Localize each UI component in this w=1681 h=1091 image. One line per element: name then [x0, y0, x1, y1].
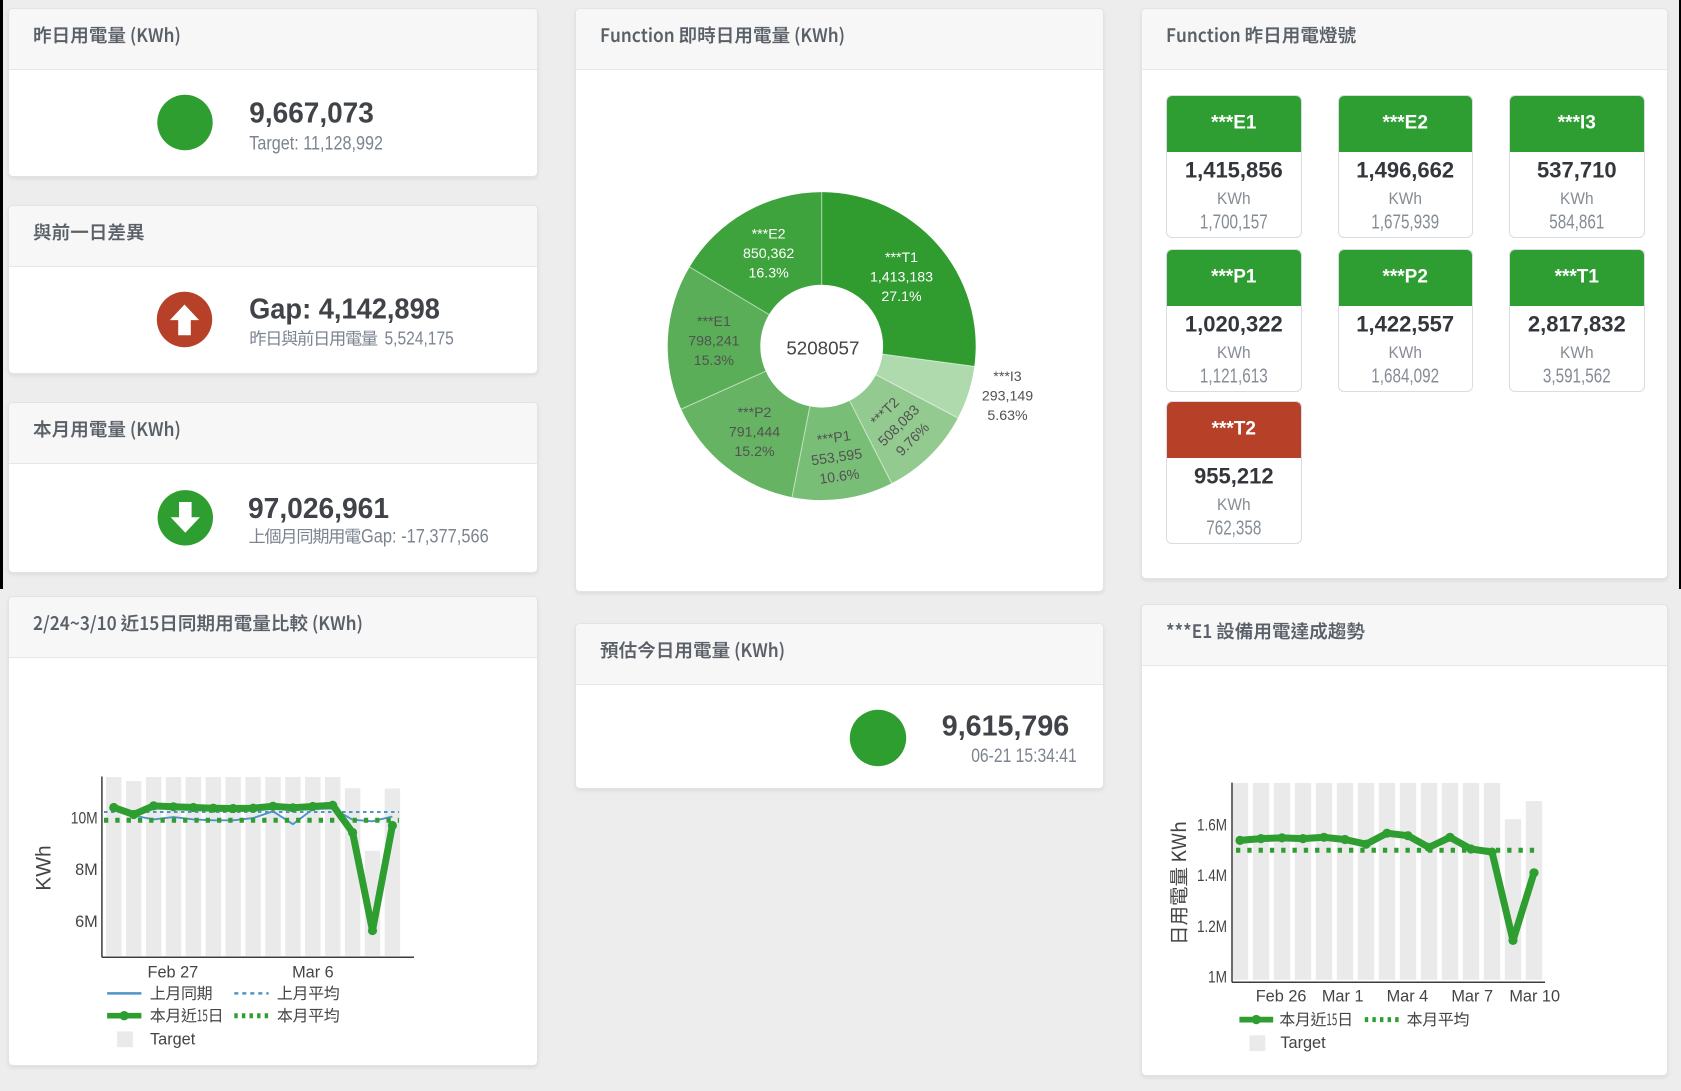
svg-text:850,362: 850,362	[743, 246, 794, 262]
svg-text:***P1: ***P1	[816, 428, 852, 449]
svg-text:***P2: ***P2	[738, 405, 772, 421]
svg-text:Mar 1: Mar 1	[1322, 988, 1364, 1006]
svg-text:KWh: KWh	[1217, 189, 1251, 208]
svg-text:15.3%: 15.3%	[694, 353, 735, 369]
svg-text:9,615,796: 9,615,796	[942, 710, 1069, 742]
svg-text:***I3: ***I3	[1558, 112, 1596, 133]
svg-text:Mar 7: Mar 7	[1451, 988, 1493, 1006]
svg-text:791,444: 791,444	[729, 425, 780, 441]
svg-text:***E2: ***E2	[752, 226, 786, 242]
svg-text:KWh: KWh	[33, 845, 56, 891]
svg-text:8M: 8M	[75, 861, 98, 879]
svg-text:293,149: 293,149	[982, 388, 1033, 404]
svg-text:KWh: KWh	[1560, 189, 1594, 208]
svg-text:Feb 27: Feb 27	[148, 963, 199, 981]
svg-text:1,413,183: 1,413,183	[870, 270, 933, 286]
svg-text:3,591,562: 3,591,562	[1543, 366, 1611, 388]
svg-text:***E1: ***E1	[1211, 112, 1257, 133]
svg-text:553,595: 553,595	[810, 446, 863, 469]
svg-text:Target: Target	[1280, 1034, 1326, 1052]
svg-text:***P2: ***P2	[1382, 266, 1427, 287]
svg-text:***T1: ***T1	[885, 250, 918, 266]
svg-text:***E2: ***E2	[1382, 112, 1427, 133]
svg-text:5,524,175: 5,524,175	[385, 328, 454, 349]
svg-text:Target: 11,128,992: Target: 11,128,992	[249, 133, 383, 155]
svg-text:5208057: 5208057	[786, 338, 859, 359]
svg-text:06-21 15:34:41: 06-21 15:34:41	[971, 746, 1077, 767]
svg-text:Mar 10: Mar 10	[1509, 988, 1560, 1006]
svg-text:KWh: KWh	[1217, 343, 1251, 362]
svg-text:KWh: KWh	[1388, 189, 1422, 208]
svg-text:955,212: 955,212	[1194, 464, 1274, 489]
svg-text:1M: 1M	[1208, 969, 1227, 987]
svg-text:***T2: ***T2	[1212, 418, 1256, 439]
svg-text:1.4M: 1.4M	[1197, 867, 1227, 885]
svg-text:6M: 6M	[75, 913, 98, 931]
svg-text:1,496,662: 1,496,662	[1356, 158, 1454, 183]
svg-text:9,667,073: 9,667,073	[249, 98, 373, 130]
svg-text:***P1: ***P1	[1211, 266, 1257, 287]
svg-text:Gap: -17,377,566: Gap: -17,377,566	[361, 527, 489, 548]
svg-text:5.63%: 5.63%	[987, 408, 1028, 424]
svg-text:1,675,939: 1,675,939	[1371, 212, 1439, 234]
svg-text:Target: Target	[150, 1030, 196, 1048]
svg-text:1.2M: 1.2M	[1197, 918, 1227, 936]
svg-text:798,241: 798,241	[688, 334, 739, 350]
svg-text:KWh: KWh	[1560, 343, 1594, 362]
svg-text:1,020,322: 1,020,322	[1185, 312, 1283, 337]
svg-text:1,121,613: 1,121,613	[1200, 366, 1268, 388]
svg-text:27.1%: 27.1%	[881, 289, 922, 305]
svg-text:10M: 10M	[71, 809, 98, 827]
svg-text:97,026,961: 97,026,961	[248, 493, 389, 525]
svg-text:2,817,832: 2,817,832	[1528, 312, 1626, 337]
svg-text:***E1: ***E1	[697, 314, 731, 330]
svg-text:10.6%: 10.6%	[818, 466, 860, 487]
svg-text:***I3: ***I3	[993, 369, 1022, 385]
svg-text:Mar 6: Mar 6	[292, 963, 334, 981]
svg-text:Mar 4: Mar 4	[1387, 988, 1429, 1006]
svg-text:KWh: KWh	[1388, 343, 1422, 362]
svg-text:1,415,856: 1,415,856	[1185, 158, 1283, 183]
svg-text:KWh: KWh	[1217, 495, 1251, 514]
svg-text:1,684,092: 1,684,092	[1371, 366, 1439, 388]
svg-text:1,700,157: 1,700,157	[1200, 212, 1268, 234]
svg-text:537,710: 537,710	[1537, 158, 1617, 183]
svg-text:***T1: ***T1	[1555, 266, 1600, 287]
svg-text:1.6M: 1.6M	[1197, 816, 1227, 834]
svg-text:16.3%: 16.3%	[748, 265, 789, 281]
svg-text:15.2%: 15.2%	[734, 444, 775, 460]
svg-text:Gap: 4,142,898: Gap: 4,142,898	[249, 293, 440, 325]
svg-text:1,422,557: 1,422,557	[1356, 312, 1454, 337]
svg-text:Feb 26: Feb 26	[1256, 988, 1307, 1006]
svg-text:584,861: 584,861	[1549, 212, 1604, 234]
svg-text:762,358: 762,358	[1206, 518, 1261, 540]
